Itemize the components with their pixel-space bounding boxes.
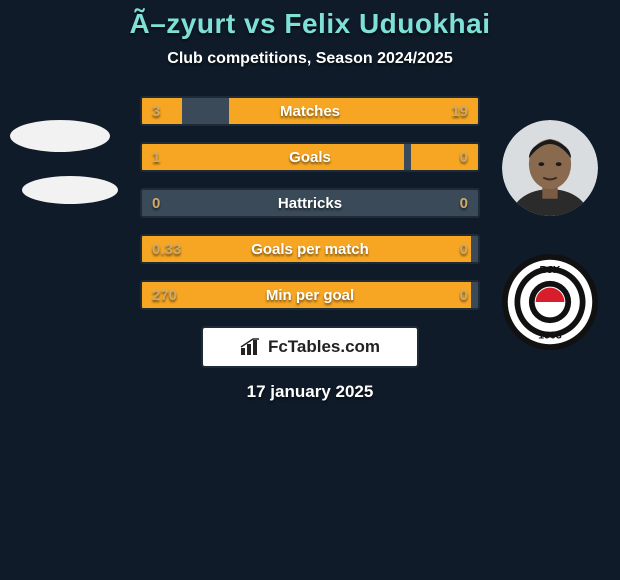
- attribution-badge[interactable]: FcTables.com: [201, 326, 419, 368]
- stat-label: Goals: [142, 144, 478, 170]
- stat-value-left: 0: [152, 190, 160, 216]
- player-right-avatar-svg: [502, 120, 598, 216]
- stat-label: Goals per match: [142, 236, 478, 262]
- page-title: Ã–zyurt vs Felix Uduokhai: [0, 8, 620, 40]
- comparison-card: Ã–zyurt vs Felix Uduokhai Club competiti…: [0, 0, 620, 402]
- player-left-avatar: [10, 120, 110, 152]
- stat-row: Goals1 0: [140, 142, 480, 172]
- stat-value-right: 0: [460, 190, 468, 216]
- stat-value-left: 3: [152, 98, 160, 124]
- date-label: 17 january 2025: [0, 382, 620, 402]
- bar-chart-icon: [240, 338, 262, 356]
- attribution-text: FcTables.com: [268, 337, 380, 357]
- svg-text:BJK: BJK: [539, 264, 560, 276]
- stat-row: Goals per match0.33 0: [140, 234, 480, 264]
- stats-list: Matches319Goals10Hattricks00Goals per ma…: [140, 96, 480, 310]
- stat-value-right: 0: [460, 144, 468, 170]
- subtitle: Club competitions, Season 2024/2025: [0, 50, 620, 68]
- stat-row: Matches3 19: [140, 96, 480, 126]
- stat-row: Min per goal270 0: [140, 280, 480, 310]
- stat-value-left: 270: [152, 282, 177, 308]
- stat-value-left: 0.33: [152, 236, 181, 262]
- stat-value-left: 1: [152, 144, 160, 170]
- stat-row: Hattricks0 0: [140, 188, 480, 218]
- stat-value-right: 0: [460, 282, 468, 308]
- stat-label: Min per goal: [142, 282, 478, 308]
- stat-label: Hattricks: [142, 190, 478, 216]
- player-right-avatar: [502, 120, 598, 216]
- stat-value-right: 19: [451, 98, 468, 124]
- club-left-badge: [22, 176, 118, 204]
- svg-text:1903: 1903: [538, 329, 562, 341]
- stat-value-right: 0: [460, 236, 468, 262]
- stat-label: Matches: [142, 98, 478, 124]
- club-right-badge: BJK 1903: [502, 254, 598, 350]
- club-right-badge-svg: BJK 1903: [502, 254, 598, 350]
